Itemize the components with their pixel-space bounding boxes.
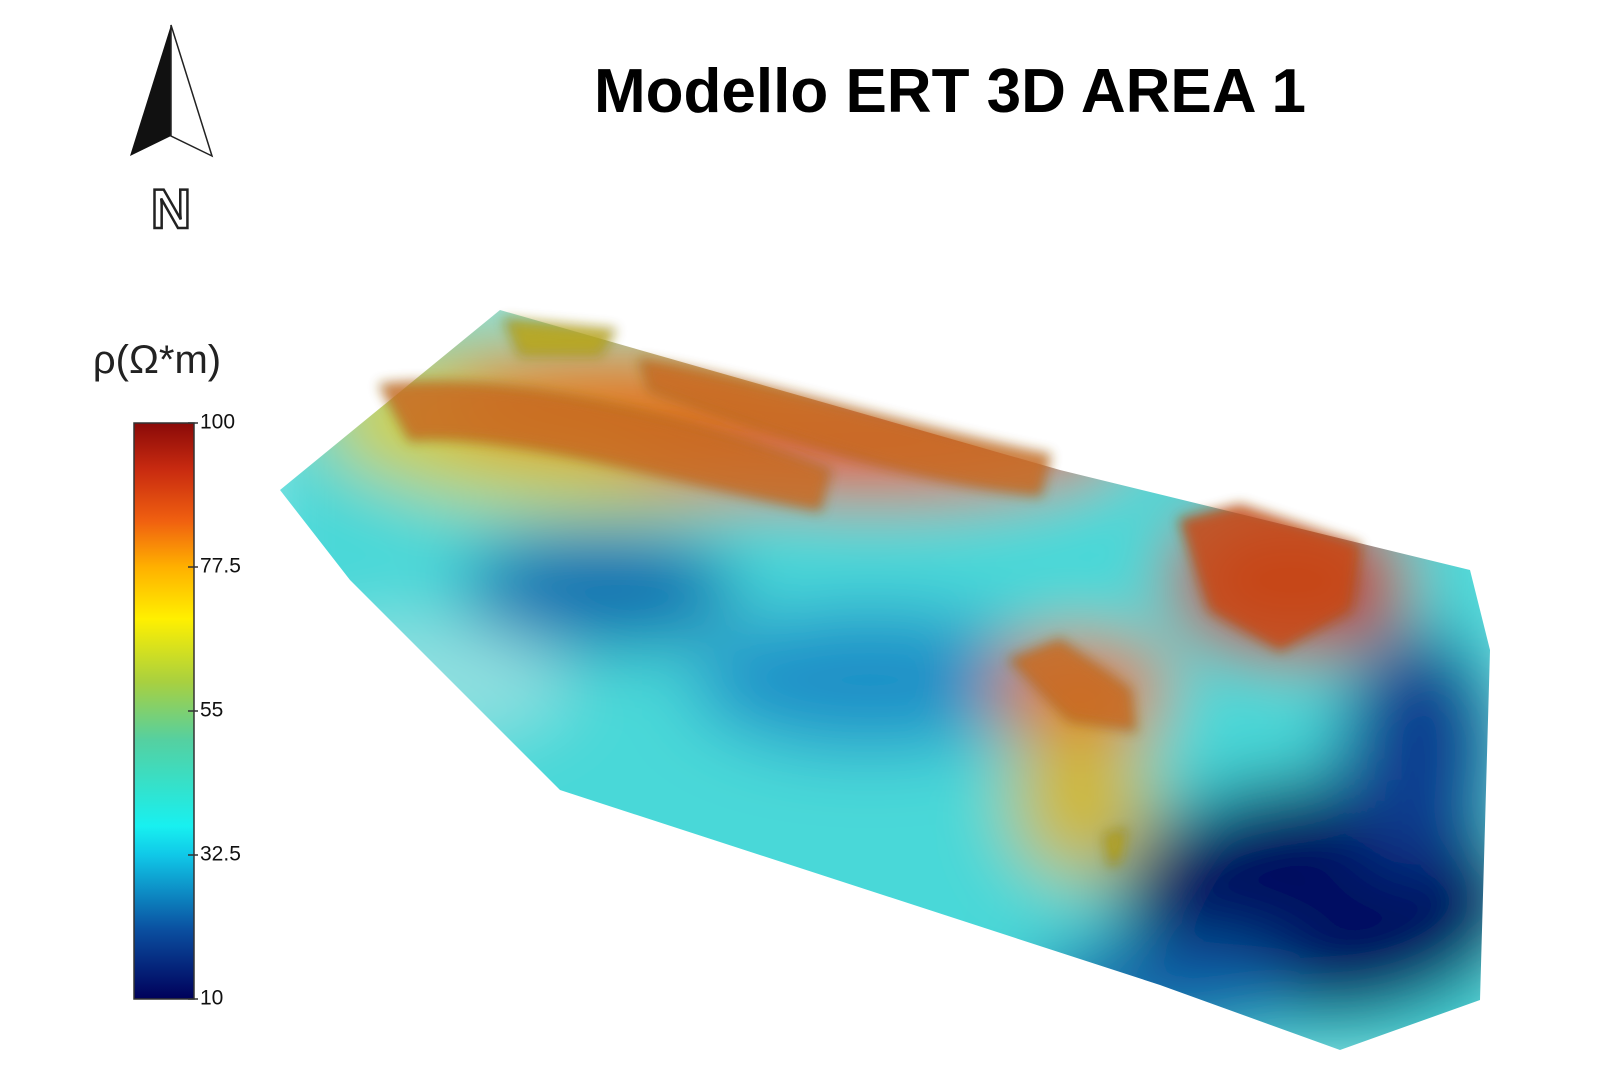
colorbar-label: ρ(Ω*m) — [93, 338, 221, 382]
tick-label: 77.5 — [200, 555, 241, 578]
title: Modello ERT 3D AREA 1 — [594, 57, 1306, 126]
tick-label: 10 — [200, 987, 223, 1010]
tick-label: 100 — [200, 411, 235, 434]
north-label: N — [151, 177, 191, 240]
north-arrow: N — [130, 24, 214, 241]
tick-label: 32.5 — [200, 843, 241, 866]
tick-label: 55 — [200, 699, 223, 722]
colorbar-ticks: 10 32.5 55 77.5 100 — [188, 411, 241, 1010]
isosurfaces — [378, 318, 1362, 867]
colorbar — [133, 422, 195, 1000]
